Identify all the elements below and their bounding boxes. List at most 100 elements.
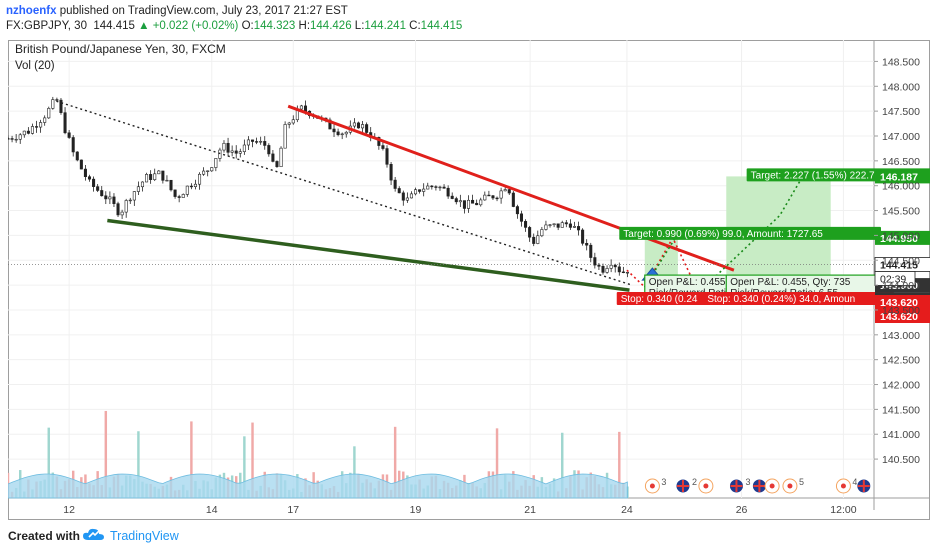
event-count: 3 <box>745 477 750 487</box>
candle-body <box>67 132 71 138</box>
tradingview-cloud-icon <box>83 528 104 540</box>
candle-body <box>434 186 438 188</box>
axis-price-tag: 146.187 <box>880 171 918 183</box>
candle-body <box>572 226 576 228</box>
candle-body <box>193 183 197 188</box>
resistance-trendline <box>287 104 735 272</box>
candle-body <box>466 199 471 209</box>
candle-body <box>291 119 295 124</box>
x-tick-label: 12 <box>63 504 75 516</box>
countdown-clock: 02:39 <box>880 273 906 285</box>
candle-body <box>63 112 67 134</box>
candle-body <box>621 271 625 274</box>
projection-stop-path <box>626 269 646 288</box>
support-trendline <box>107 218 630 292</box>
candle-body <box>430 185 434 188</box>
candle-body <box>548 224 552 226</box>
candle-body <box>87 176 92 180</box>
trade1-target-label[interactable]: Target: 0.990 (0.69%) 99.0, Amount: 1727… <box>623 229 823 240</box>
x-tick-label: 17 <box>287 504 299 516</box>
candle-body <box>124 200 128 213</box>
published-text: published on TradingView.com, July 23, 2… <box>59 5 348 17</box>
candle-body <box>145 174 149 183</box>
event-dot <box>649 483 655 489</box>
candle-body <box>132 191 136 201</box>
candle-body <box>259 141 263 143</box>
candle-body <box>198 173 202 185</box>
candle-body <box>389 164 393 181</box>
x-tick-label: 26 <box>736 504 748 516</box>
y-tick-label: 148.500 <box>882 56 920 68</box>
candle-body <box>475 202 479 206</box>
candle-body <box>161 170 165 181</box>
y-tick-label: 147.500 <box>882 106 920 118</box>
candle-body <box>581 229 585 244</box>
trade2-target-label[interactable]: Target: 2.227 (1.55%) 222.7, Amoun <box>751 170 912 181</box>
candle-body <box>361 124 365 129</box>
candle-body <box>128 199 132 202</box>
candle-body <box>556 223 560 228</box>
ohlc-line: FX:GBPJPY, 30 144.415 ▲ +0.022 (+0.02%) … <box>6 20 462 32</box>
candle-body <box>202 170 206 175</box>
candle-body <box>71 137 75 153</box>
candle-body <box>120 211 124 216</box>
trade1-stop-label[interactable]: Stop: 0.340 (0.24 <box>621 294 698 305</box>
y-tick-label: 145.000 <box>882 230 920 242</box>
candle-body <box>519 213 524 222</box>
candle-body <box>356 122 360 129</box>
candle-body <box>601 265 605 273</box>
candle-body <box>18 134 22 140</box>
footer: Created with TradingView <box>0 520 932 550</box>
volume-bar <box>353 446 356 498</box>
trade1-target-label-bg <box>619 226 881 240</box>
candle-body <box>255 141 259 143</box>
price-chart[interactable]: 3 2 3 5 4 Target: 0.990 (0.69%) 99.0, Amount… <box>6 40 932 520</box>
tradingview-brand[interactable]: TradingView <box>110 529 179 543</box>
candle-body <box>222 142 226 151</box>
high-label: H: <box>298 20 311 32</box>
trade2-pnl[interactable]: Open P&L: 0.455, Qty: 735 <box>730 277 851 288</box>
candle-body <box>79 159 83 170</box>
candle-body <box>279 147 283 168</box>
event-count: 5 <box>799 477 804 487</box>
candle-body <box>544 224 548 230</box>
low-label: L: <box>354 20 365 32</box>
candle-body <box>6 138 10 140</box>
volume-moving-average <box>7 473 628 499</box>
volume-bar <box>393 426 397 498</box>
event-dot <box>840 483 846 489</box>
volume-bar <box>618 431 621 498</box>
candle-body <box>210 167 214 172</box>
candle-body <box>250 139 255 142</box>
trade1-pnl[interactable]: Open P&L: 0.455, <box>649 277 729 288</box>
trade2-stop-label[interactable]: Stop: 0.340 (0.24%) 34.0, Amoun <box>707 294 855 305</box>
axis-price-tag-bg <box>875 295 931 309</box>
axis-price-tag: 143.620 <box>880 297 918 309</box>
event-dot <box>787 483 793 489</box>
chart-header: nzhoenfx published on TradingView.com, J… <box>0 0 932 40</box>
candle-body <box>177 196 181 198</box>
low-value: 144.241 <box>364 20 406 32</box>
volume-bar <box>104 410 108 498</box>
candle-body <box>564 222 568 225</box>
candle-body <box>238 151 242 154</box>
candle-body <box>299 105 303 110</box>
y-tick-label: 144.000 <box>882 280 920 292</box>
y-tick-label: 141.000 <box>882 429 920 441</box>
candle-body <box>397 188 401 194</box>
y-tick-label: 141.500 <box>882 404 920 416</box>
candle-body <box>55 99 59 101</box>
candle-body <box>414 189 418 195</box>
candle-body <box>75 151 79 161</box>
candle-body <box>458 200 462 203</box>
close-value: 144.415 <box>420 20 463 32</box>
candle-body <box>613 264 617 268</box>
y-tick-label: 140.500 <box>882 454 920 466</box>
author-link[interactable]: nzhoenfx <box>6 5 57 17</box>
candle-body <box>234 150 238 154</box>
volume-bar <box>137 431 140 498</box>
volume-bar <box>495 428 499 498</box>
chart-area[interactable]: 3 2 3 5 4 Target: 0.990 (0.69%) 99.0, Amount… <box>6 40 932 520</box>
candle-body <box>426 185 430 190</box>
candle-body <box>393 179 397 189</box>
